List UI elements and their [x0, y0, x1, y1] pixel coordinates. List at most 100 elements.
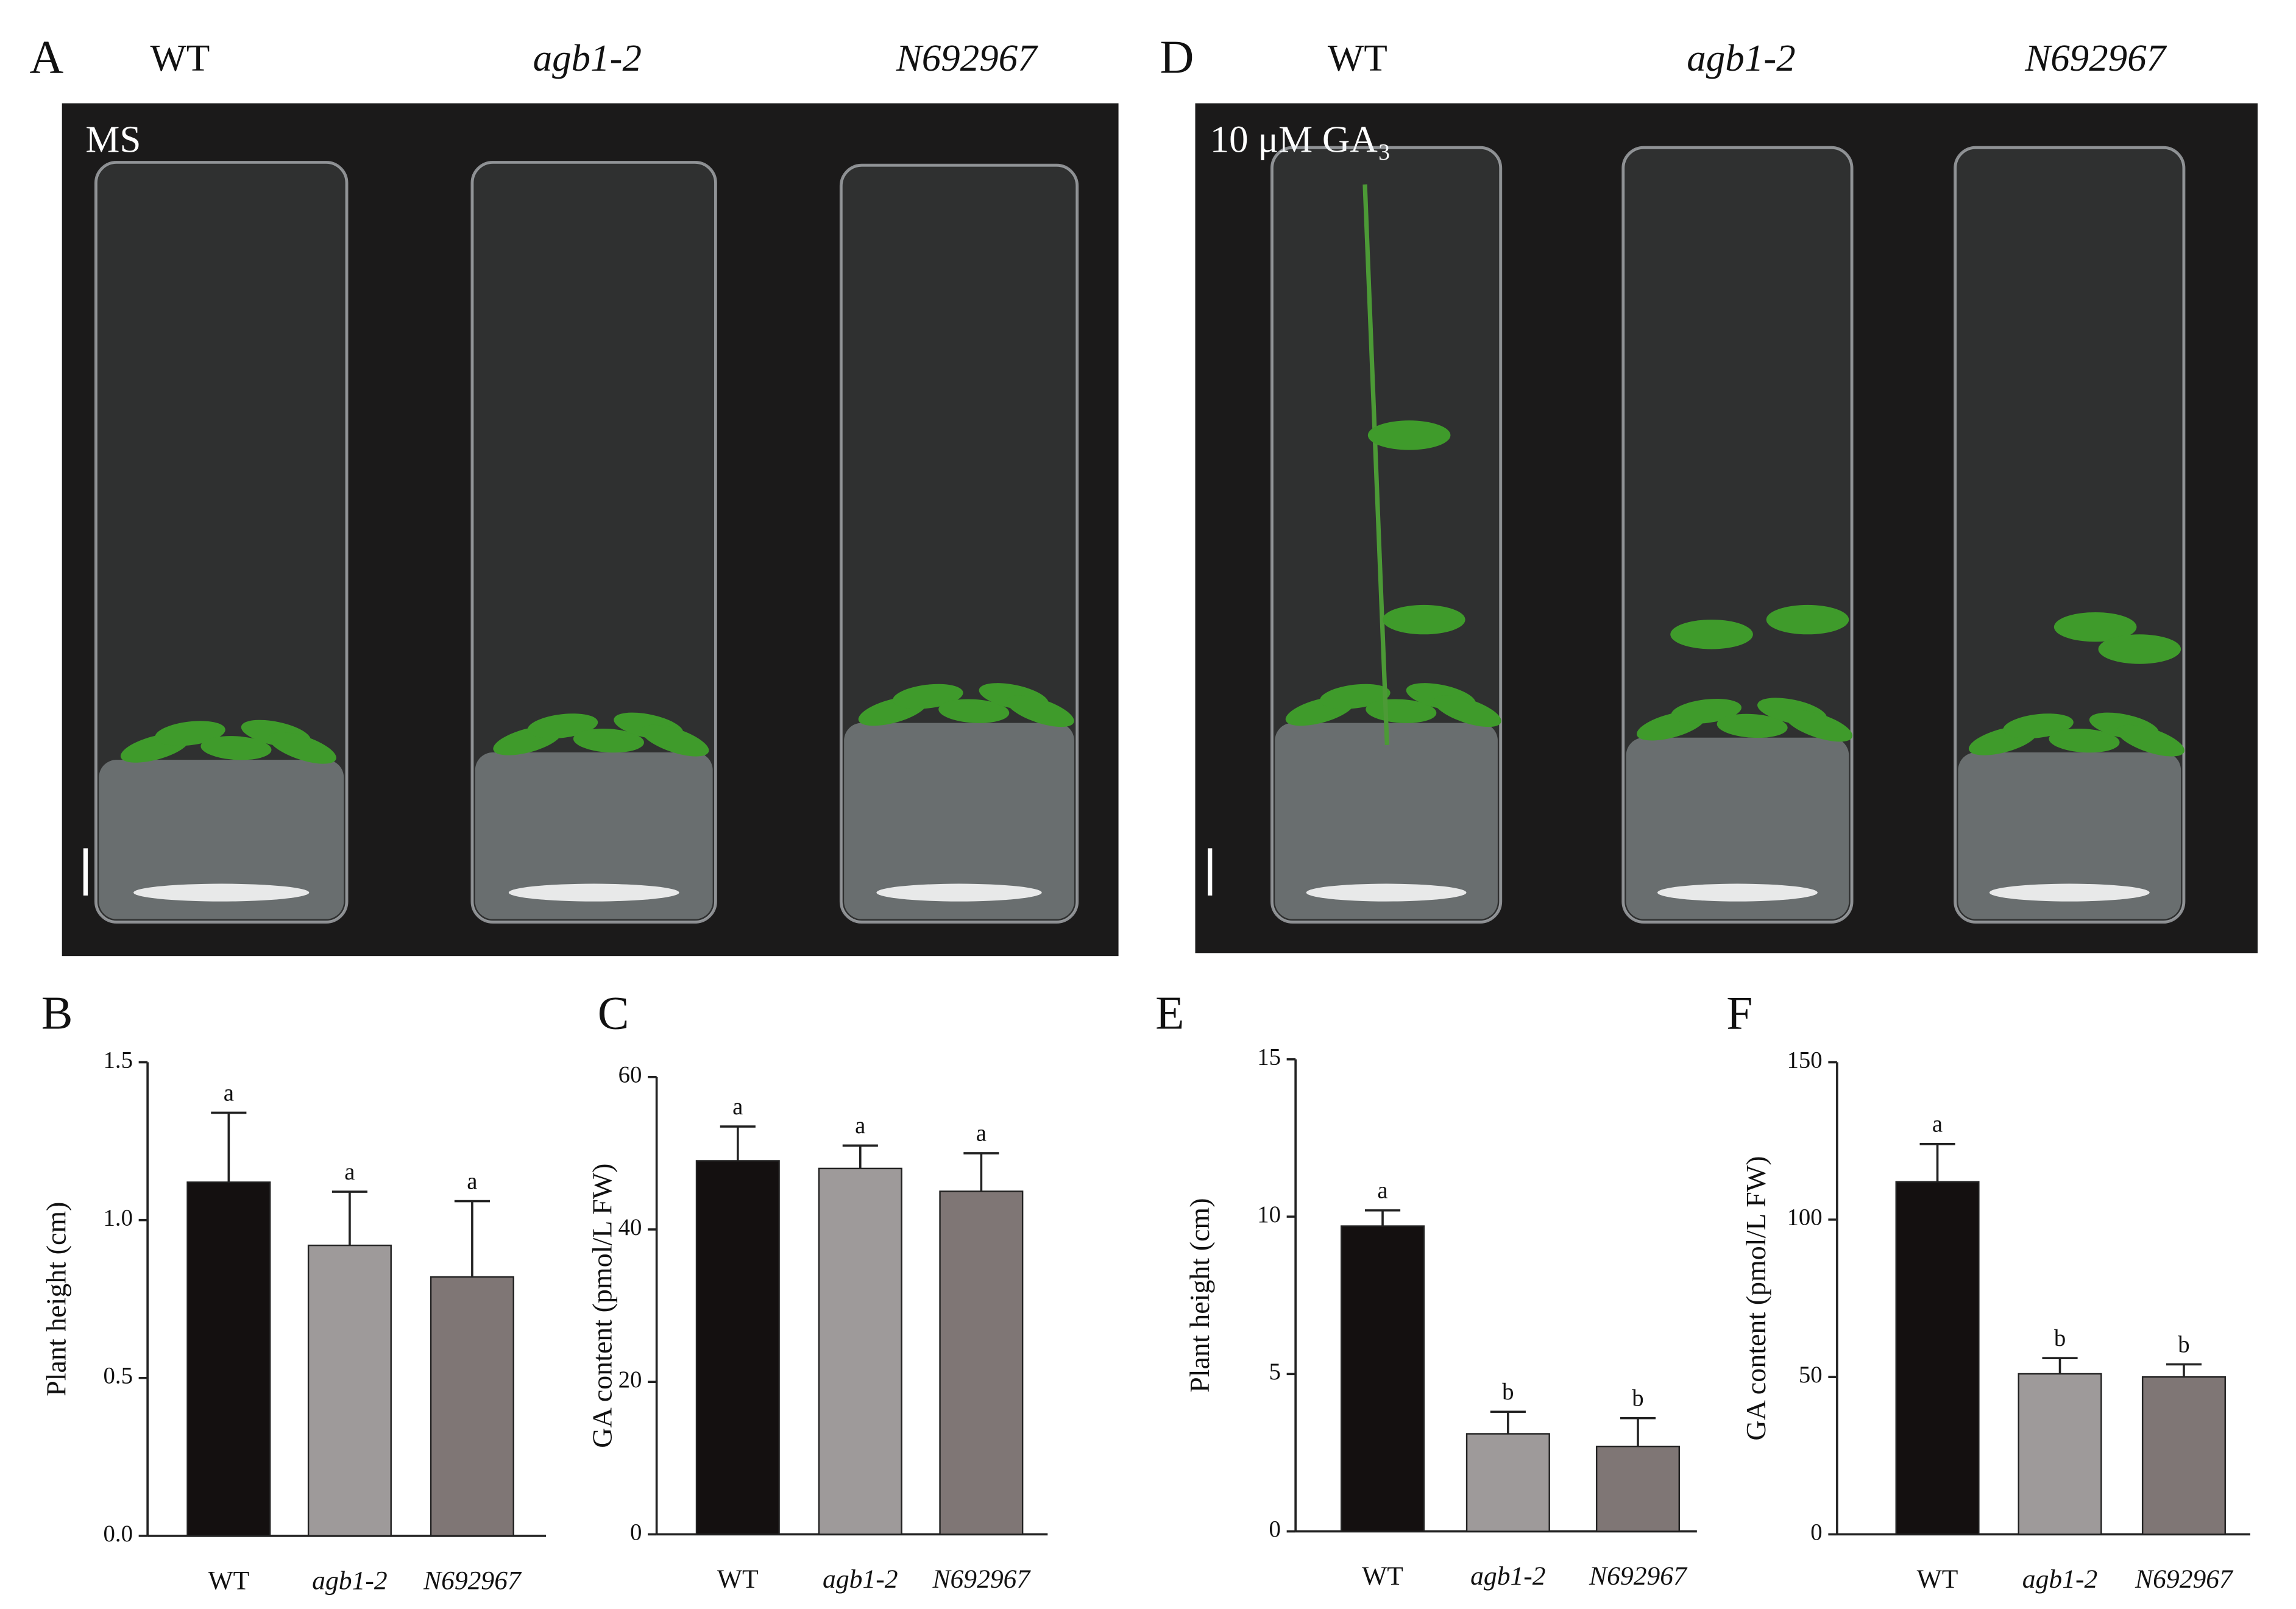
- bar: [307, 1244, 392, 1537]
- y-tick-label: 20: [618, 1367, 642, 1393]
- y-axis-label: GA content (pmol/L FW): [586, 1164, 617, 1448]
- y-tick-label: 5: [1269, 1359, 1281, 1385]
- leaf: [1785, 710, 1853, 742]
- tube: [1270, 146, 1503, 924]
- leaf: [2049, 729, 2120, 753]
- x-tick-label: agb1-2: [1470, 1561, 1545, 1591]
- panel-letter: D: [1160, 30, 1194, 83]
- medium: [99, 760, 344, 919]
- x-tick-label: agb1-2: [2022, 1565, 2097, 1594]
- condition-label: 10 μM GA₃: [1210, 118, 1391, 160]
- bar: [430, 1276, 514, 1537]
- y-axis-label: GA content (pmol/L FW): [1740, 1156, 1771, 1440]
- bar: [2141, 1376, 2226, 1535]
- x-tick-label: N692967: [2135, 1565, 2234, 1594]
- y-tick-label: 0.0: [104, 1521, 133, 1547]
- leaf: [268, 732, 336, 764]
- leaf: [1670, 620, 1753, 649]
- y-tick-label: 0.5: [104, 1363, 133, 1389]
- tube-glare: [876, 883, 1042, 902]
- medium: [1626, 737, 1849, 919]
- genotype-label: agb1-2: [1687, 37, 1795, 79]
- genotype-label: agb1-2: [533, 37, 642, 79]
- x-tick-label: WT: [1362, 1561, 1403, 1591]
- bar: [186, 1181, 271, 1537]
- x-tick-label: WT: [1917, 1565, 1958, 1594]
- significance-letter: a: [224, 1080, 234, 1106]
- y-tick-label: 0: [1810, 1519, 1822, 1545]
- leaf: [200, 736, 272, 760]
- bar: [1895, 1181, 1980, 1535]
- leaf: [1367, 420, 1451, 450]
- y-axis-label: Plant height (cm): [40, 1202, 71, 1396]
- medium: [1958, 752, 2181, 919]
- tube-glare: [508, 883, 679, 902]
- y-tick-label: 1.5: [104, 1047, 133, 1073]
- genotype-label: WT: [150, 37, 210, 79]
- significance-letter: b: [2054, 1325, 2066, 1351]
- x-tick-label: agb1-2: [823, 1565, 898, 1594]
- significance-letter: a: [855, 1112, 865, 1139]
- genotype-label: N692967: [896, 37, 1038, 79]
- x-tick-label: N692967: [932, 1565, 1031, 1594]
- leaf: [641, 724, 709, 757]
- bar: [1341, 1225, 1425, 1532]
- leaf: [2116, 724, 2184, 757]
- leaf: [1717, 713, 1788, 738]
- panel-letter: A: [29, 30, 63, 83]
- x-tick-label: WT: [208, 1566, 249, 1595]
- panel-letter: E: [1155, 987, 1184, 1039]
- tube-glare: [1657, 883, 1818, 902]
- bar: [2018, 1373, 2102, 1535]
- y-tick-label: 100: [1787, 1204, 1823, 1231]
- bar: [1465, 1433, 1550, 1532]
- y-tick-label: 50: [1799, 1362, 1823, 1388]
- photo-d: [1195, 103, 2258, 953]
- y-tick-label: 1.0: [104, 1205, 133, 1231]
- tube-glare: [1306, 883, 1467, 902]
- leaf: [1766, 604, 1849, 635]
- tube-glare: [133, 883, 310, 902]
- panel-letter: B: [41, 987, 73, 1039]
- y-tick-label: 40: [618, 1214, 642, 1240]
- bar: [818, 1167, 902, 1535]
- x-tick-label: N692967: [423, 1566, 522, 1595]
- significance-letter: b: [1632, 1385, 1643, 1411]
- significance-letter: a: [732, 1094, 743, 1120]
- y-tick-label: 150: [1787, 1047, 1823, 1073]
- significance-letter: a: [1932, 1111, 1943, 1137]
- y-tick-label: 0: [1269, 1516, 1281, 1543]
- y-tick-label: 0: [630, 1519, 642, 1545]
- y-tick-label: 60: [618, 1062, 642, 1088]
- stem: [1362, 184, 1389, 746]
- panel-letter: F: [1726, 987, 1752, 1039]
- leaf: [938, 699, 1010, 723]
- x-tick-label: agb1-2: [312, 1566, 387, 1595]
- tube: [839, 163, 1079, 924]
- leaf: [1006, 695, 1074, 727]
- x-tick-label: N692967: [1589, 1561, 1688, 1591]
- significance-letter: a: [1377, 1178, 1387, 1204]
- bar: [1595, 1445, 1680, 1532]
- y-tick-label: 15: [1257, 1044, 1281, 1070]
- genotype-label: WT: [1328, 37, 1387, 79]
- genotype-label: N692967: [2024, 37, 2167, 79]
- panel-letter: C: [598, 987, 629, 1039]
- medium: [844, 723, 1074, 919]
- photo-a: [62, 103, 1119, 957]
- medium: [475, 752, 713, 919]
- bar: [695, 1160, 780, 1535]
- medium: [1275, 723, 1498, 919]
- significance-letter: a: [467, 1168, 477, 1194]
- tube-glare: [1989, 883, 2150, 902]
- significance-letter: b: [1502, 1379, 1514, 1405]
- leaf: [573, 729, 644, 753]
- significance-letter: a: [344, 1159, 355, 1185]
- leaf: [1433, 695, 1501, 727]
- significance-letter: a: [976, 1120, 987, 1147]
- significance-letter: b: [2178, 1331, 2189, 1357]
- leaf: [2098, 634, 2181, 664]
- condition-label: MS: [85, 118, 141, 160]
